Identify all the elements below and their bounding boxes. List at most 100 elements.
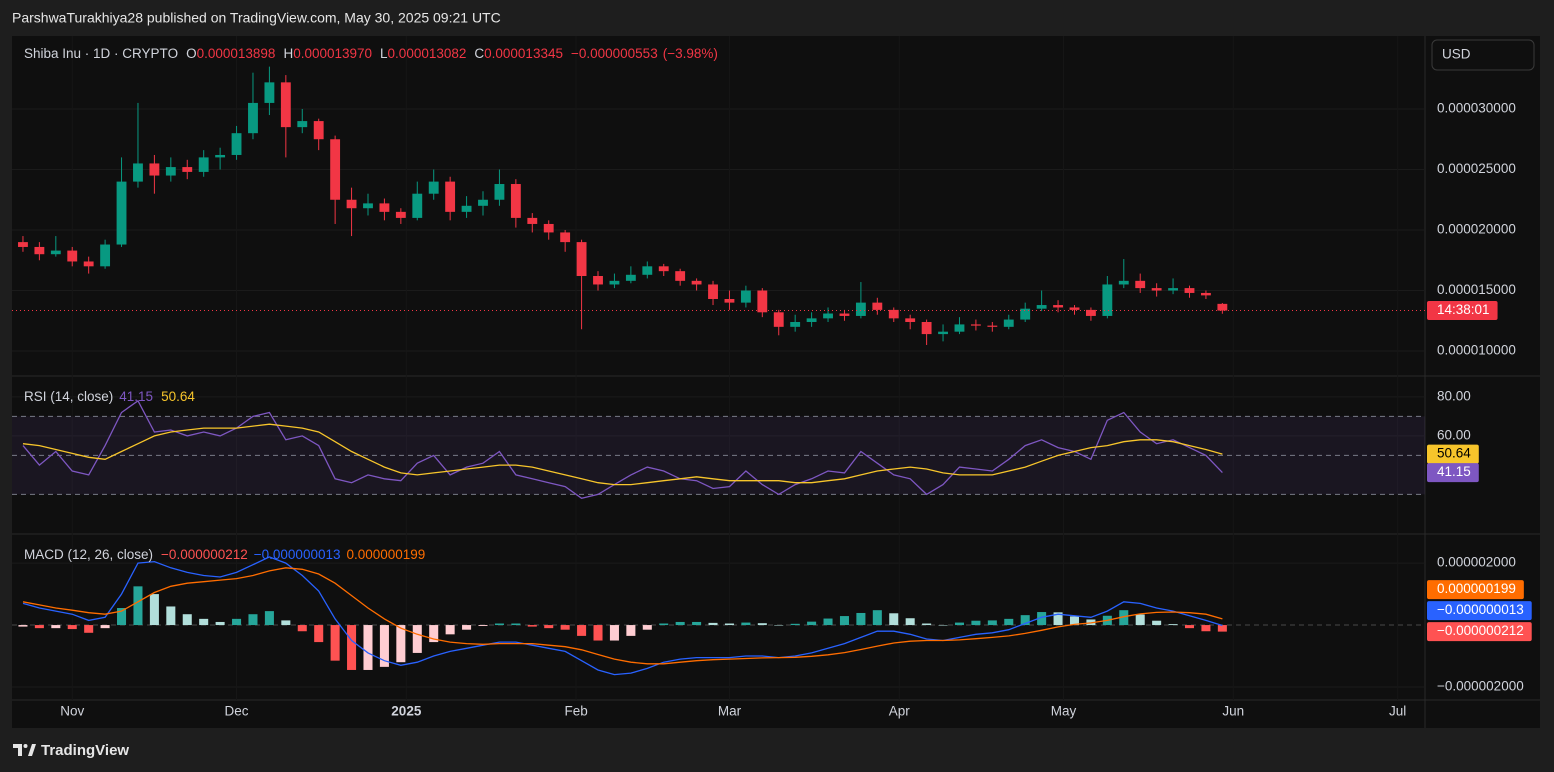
publisher-note: ParshwaTurakhiya28 published on TradingV… <box>12 10 501 26</box>
macd-histogram-bar <box>527 625 537 627</box>
axis-value-box <box>1427 580 1524 600</box>
legend-item: MACD (12, 26, close) <box>24 547 153 562</box>
candle-body <box>1020 308 1031 320</box>
macd-histogram-bar <box>363 625 373 670</box>
macd-histogram-bar <box>544 625 554 629</box>
legend-item: O <box>186 46 197 61</box>
footer-logo <box>13 744 36 756</box>
candle-body <box>724 298 735 303</box>
candle-body <box>872 302 883 310</box>
legend-item: −0.000000553 <box>571 46 658 61</box>
candle-body <box>625 274 636 281</box>
macd-histogram-bar <box>1135 614 1145 626</box>
x-tick-label: Jul <box>1389 704 1406 719</box>
candle-body <box>1036 305 1047 309</box>
candle-body <box>100 244 111 267</box>
x-tick-label: Jun <box>1222 704 1244 719</box>
macd-histogram-bar <box>199 618 209 626</box>
candle-body <box>987 325 998 327</box>
macd-histogram-bar <box>511 623 521 626</box>
candle-body <box>1135 280 1146 289</box>
macd-histogram-bar <box>1168 624 1178 626</box>
candle-body <box>691 280 702 285</box>
axis-value-box <box>1427 301 1498 321</box>
macd-histogram-bar <box>741 622 751 626</box>
candle-body <box>133 163 143 182</box>
macd-histogram-bar <box>987 620 997 626</box>
candle-body <box>1003 319 1014 327</box>
y-tick-label: 60.00 <box>1437 427 1471 442</box>
macd-histogram-bar <box>889 613 899 626</box>
candle-body <box>215 154 226 158</box>
macd-histogram-bar <box>297 625 307 632</box>
axis-value-label: −0.000000013 <box>1437 602 1524 617</box>
candle-body <box>67 250 78 262</box>
legend-item: C <box>474 46 484 61</box>
axis-value-label: 14:38:01 <box>1437 302 1490 317</box>
x-tick-label: 2025 <box>391 704 422 719</box>
candle-body <box>905 318 916 322</box>
macd-histogram-bar <box>642 625 652 630</box>
legend-item: 0.000013345 <box>484 46 563 61</box>
legend-item: 0.000013970 <box>293 46 372 61</box>
macd-histogram-bar <box>445 625 455 635</box>
candle-body <box>165 167 176 176</box>
macd-histogram-bar <box>1184 625 1195 629</box>
candle-body <box>428 181 439 194</box>
candle-body <box>790 321 801 327</box>
macd-histogram-bar <box>429 625 439 643</box>
macd-histogram-bar <box>166 606 176 626</box>
candle-body <box>576 242 587 276</box>
candle-body <box>280 82 291 128</box>
candle-body <box>560 232 571 243</box>
macd-histogram-bar <box>922 623 932 626</box>
candle-body <box>888 309 899 319</box>
candle-body <box>50 250 61 255</box>
macd-histogram-bar <box>774 625 784 626</box>
macd-histogram-bar <box>675 621 685 626</box>
macd-histogram-bar <box>248 614 258 626</box>
candle-body <box>83 261 94 267</box>
macd-histogram-bar <box>807 621 817 626</box>
macd-histogram-bar <box>905 618 915 626</box>
candle-body <box>658 266 669 272</box>
macd-histogram-bar <box>51 625 61 629</box>
macd-histogram-bar <box>954 622 964 626</box>
legend-item: −0.000000212 <box>161 547 248 562</box>
candle-body <box>609 280 620 285</box>
macd-histogram-bar <box>478 625 488 626</box>
macd-histogram-bar <box>462 625 472 630</box>
candle-body <box>527 217 538 224</box>
y-tick-label: 0.000002000 <box>1437 555 1516 570</box>
macd-histogram-bar <box>494 623 504 626</box>
legend-item: 0.000013082 <box>388 46 467 61</box>
macd-histogram-bar <box>626 625 636 636</box>
candle-body <box>231 133 242 155</box>
y-tick-label: 0.000025000 <box>1437 161 1516 176</box>
candle-body <box>116 181 127 245</box>
macd-histogram-bar <box>1053 612 1063 626</box>
macd-histogram-bar <box>790 623 800 626</box>
candle-body <box>313 121 324 140</box>
axis-value-label: 0.000000199 <box>1437 581 1516 596</box>
candle-body <box>1168 288 1178 291</box>
macd-histogram-bar <box>872 610 882 626</box>
legend-item: 0.000013898 <box>197 46 276 61</box>
candle-body <box>1201 292 1211 296</box>
axis-value-box <box>1427 463 1479 483</box>
candle-body <box>823 313 833 319</box>
axis-value-box <box>1427 622 1532 642</box>
macd-histogram-bar <box>18 625 28 627</box>
axis-value-label: 50.64 <box>1437 446 1471 461</box>
candle-body <box>363 203 373 209</box>
candle-body <box>461 205 472 212</box>
candle-body <box>18 242 28 247</box>
currency-button[interactable] <box>1431 39 1535 71</box>
currency-label[interactable]: USD <box>1442 47 1471 62</box>
x-tick-label: Feb <box>564 704 587 719</box>
axis-value-box <box>1427 444 1479 464</box>
candle-body <box>346 199 357 209</box>
candle-body <box>757 290 768 313</box>
candle-body <box>1151 288 1162 291</box>
